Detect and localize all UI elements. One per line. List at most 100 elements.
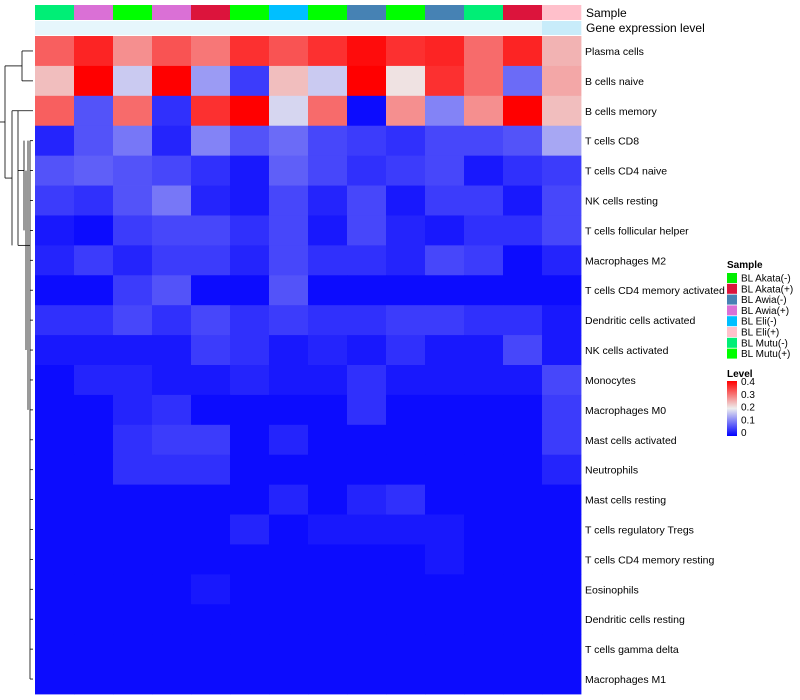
heatmap-cell — [308, 424, 348, 456]
heatmap-cell — [113, 335, 153, 366]
heatmap-cell — [113, 424, 153, 456]
sample-band-cell — [347, 5, 387, 20]
heatmap-cell — [386, 36, 426, 67]
heatmap-cell — [503, 604, 543, 635]
sample-band-cell — [113, 5, 153, 20]
heatmap-cell — [386, 514, 426, 545]
row-label: T cells follicular helper — [585, 225, 689, 237]
expression-band-cell — [542, 21, 582, 35]
heatmap-cell — [542, 664, 582, 695]
heatmap-cell — [347, 185, 387, 216]
expression-band-cell — [191, 21, 231, 35]
heatmap-cell — [503, 335, 543, 366]
heatmap-cell — [113, 36, 153, 67]
row-label: Dendritic cells resting — [585, 614, 685, 626]
row-label: T cells CD4 memory activated — [585, 285, 725, 297]
heatmap-cell — [74, 664, 114, 695]
heatmap-cell — [35, 394, 75, 426]
sample-band-cell — [308, 5, 348, 20]
row-label: Neutrophils — [585, 465, 638, 477]
heatmap-cell — [425, 36, 465, 67]
heatmap-cell — [113, 155, 153, 186]
heatmap-cell — [542, 275, 582, 306]
heatmap-cell — [386, 544, 426, 575]
heatmap-cell — [425, 305, 465, 336]
heatmap-cell — [425, 335, 465, 366]
legend-sample: Sample BL Akata(-)BL Akata(+)BL Awia(-)B… — [727, 260, 793, 360]
heatmap-cell — [347, 125, 387, 157]
heatmap-cell — [191, 424, 231, 456]
heatmap-cell — [308, 634, 348, 665]
legend-level-tick: 0.1 — [741, 415, 755, 426]
heatmap-cell — [269, 544, 309, 575]
heatmap-cell — [230, 424, 270, 456]
legend-sample-label: BL Eli(+) — [741, 328, 779, 339]
heatmap-cell — [230, 185, 270, 216]
heatmap-cell — [269, 95, 309, 127]
heatmap-cell — [464, 604, 504, 635]
heatmap-cell — [230, 305, 270, 336]
heatmap-cell — [542, 335, 582, 366]
row-dendrogram — [0, 50, 33, 680]
heatmap-cell — [386, 484, 426, 515]
heatmap-cell — [152, 125, 192, 157]
heatmap-cell — [503, 365, 543, 396]
heatmap-cell — [542, 245, 582, 276]
heatmap-cell — [74, 125, 114, 157]
heatmap-cell — [425, 65, 465, 97]
heatmap-cell — [113, 305, 153, 336]
heatmap-cell — [464, 634, 504, 665]
heatmap-cell — [230, 544, 270, 575]
row-label: Mast cells activated — [585, 435, 677, 447]
row-label: B cells naive — [585, 76, 644, 88]
heatmap-cell — [464, 514, 504, 545]
legend-sample-swatch — [727, 348, 737, 359]
heatmap-cell — [386, 365, 426, 396]
heatmap-cell — [542, 394, 582, 426]
heatmap-cell — [191, 215, 231, 246]
heatmap-cell — [425, 125, 465, 157]
heatmap-cell — [425, 424, 465, 456]
heatmap-cell — [35, 544, 75, 575]
heatmap-cell — [503, 634, 543, 665]
expression-band-cell — [308, 21, 348, 35]
legend-sample-label: BL Akata(-) — [741, 274, 791, 285]
heatmap-cell — [269, 335, 309, 366]
heatmap-cell — [386, 215, 426, 246]
heatmap-cell — [35, 305, 75, 336]
heatmap-cell — [269, 664, 309, 695]
heatmap-cell — [74, 394, 114, 426]
heatmap-cell — [113, 125, 153, 157]
row-labels: Plasma cells B cells naive B cells memory T… — [585, 46, 725, 686]
sample-band-cell — [542, 5, 582, 20]
legend-sample-swatch — [727, 316, 737, 327]
heatmap-cell — [113, 185, 153, 216]
heatmap-cell — [308, 245, 348, 276]
heatmap-cell — [503, 454, 543, 486]
heatmap-cell — [269, 65, 309, 97]
heatmap-cells — [35, 36, 582, 695]
row-label: Dendritic cells activated — [585, 315, 695, 327]
legend-sample-title: Sample — [727, 260, 763, 271]
heatmap-cell — [113, 365, 153, 396]
heatmap-cell — [269, 514, 309, 545]
heatmap-cell — [425, 634, 465, 665]
row-label: T cells regulatory Tregs — [585, 525, 694, 537]
heatmap-cell — [425, 185, 465, 216]
heatmap-cell — [230, 245, 270, 276]
heatmap-cell — [191, 65, 231, 97]
annotation-label-expression: Gene expression level — [586, 21, 705, 35]
heatmap-cell — [464, 424, 504, 456]
heatmap-cell — [347, 454, 387, 486]
heatmap-cell — [542, 365, 582, 396]
heatmap-cell — [152, 544, 192, 575]
heatmap-cell — [269, 275, 309, 306]
heatmap-cell — [230, 514, 270, 545]
heatmap-cell — [35, 424, 75, 456]
expression-band-cell — [152, 21, 192, 35]
heatmap-cell — [113, 574, 153, 605]
heatmap-cell — [386, 454, 426, 486]
heatmap-cell — [425, 95, 465, 127]
heatmap-cell — [152, 275, 192, 306]
heatmap-cell — [35, 365, 75, 396]
